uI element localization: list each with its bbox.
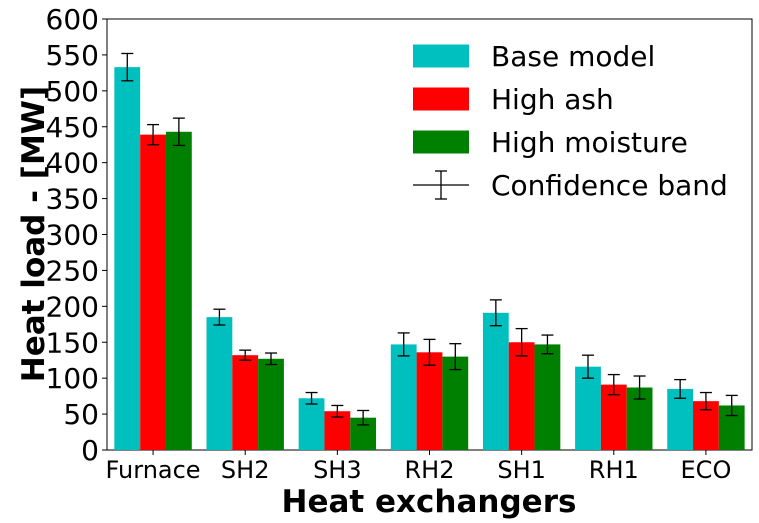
x-tick-label: Furnace xyxy=(106,456,201,484)
x-tick-label: SH3 xyxy=(313,456,362,484)
bar-sh1-high-ash xyxy=(508,342,535,450)
error-bar xyxy=(515,327,528,357)
error-bar xyxy=(172,117,185,147)
error-bar xyxy=(699,391,712,411)
error-bar xyxy=(449,343,462,371)
y-tick-label: 50 xyxy=(63,398,99,431)
x-tick-label: RH2 xyxy=(405,456,455,484)
error-bar xyxy=(581,354,594,379)
bar-rh2-high-ash xyxy=(416,352,443,450)
error-bar xyxy=(397,332,410,357)
error-bar xyxy=(147,123,160,146)
error-bar xyxy=(607,373,620,396)
error-bar xyxy=(265,352,278,366)
bar-sh2-base-model xyxy=(206,317,233,450)
legend-swatch xyxy=(413,44,469,68)
x-tick-label: ECO xyxy=(681,456,732,484)
y-tick-label: 500 xyxy=(46,75,99,108)
y-tick-label: 400 xyxy=(46,147,99,180)
error-bars-layer xyxy=(121,52,738,426)
bar-sh2-high-ash xyxy=(232,355,259,450)
bar-furnace-high-moisture xyxy=(165,131,192,451)
bar-sh3-high-ash xyxy=(324,411,351,450)
y-tick-label: 200 xyxy=(46,290,99,323)
error-bar xyxy=(633,375,646,400)
legend: Base model High ash High moisture Confidenc… xyxy=(413,40,728,202)
error-bar xyxy=(213,308,226,326)
bar-sh3-base-model xyxy=(298,398,325,450)
bar-rh2-high-moisture xyxy=(442,356,469,450)
error-bar xyxy=(541,334,554,355)
legend-label: High ash xyxy=(491,83,614,116)
legend-label: Confidence band xyxy=(491,169,728,202)
legend-swatch xyxy=(413,130,469,154)
legend-label: High moisture xyxy=(491,126,688,159)
y-tick-label: 0 xyxy=(81,434,99,467)
legend-label: Base model xyxy=(491,40,655,73)
y-tick-label: 450 xyxy=(46,111,99,144)
y-tick-label: 150 xyxy=(46,326,99,359)
error-bar xyxy=(725,394,738,417)
bar-sh2-high-moisture xyxy=(258,358,284,450)
error-bar xyxy=(674,378,687,399)
x-tick-label: RH1 xyxy=(589,456,639,484)
error-bar xyxy=(331,404,344,418)
error-bar xyxy=(121,52,134,82)
bar-sh1-high-moisture xyxy=(534,344,561,450)
bar-rh1-high-ash xyxy=(600,384,627,450)
legend-errorbar-icon xyxy=(413,170,469,200)
bar-furnace-high-ash xyxy=(140,134,166,450)
bar-sh1-base-model xyxy=(482,312,509,450)
error-bar xyxy=(357,409,370,426)
bar-furnace-base-model xyxy=(114,67,141,451)
x-tick-label: SH2 xyxy=(221,456,270,484)
bar-eco-base-model xyxy=(667,388,694,450)
y-axis-label: Heat load - [MW] xyxy=(16,86,52,382)
y-tick-label: 600 xyxy=(46,3,99,36)
error-bar xyxy=(305,391,318,405)
y-tick-label: 300 xyxy=(46,219,99,252)
bar-rh1-base-model xyxy=(575,366,601,450)
x-axis-ticks: Furnace SH2 SH3 RH2 SH1 RH1 ECO xyxy=(106,450,732,484)
legend-swatch xyxy=(413,87,469,111)
y-tick-label: 550 xyxy=(46,39,99,72)
error-bar xyxy=(423,338,436,366)
error-bar xyxy=(489,299,502,327)
x-tick-label: SH1 xyxy=(497,456,546,484)
error-bar xyxy=(239,349,252,361)
x-axis-label: Heat exchangers xyxy=(282,484,577,520)
y-tick-label: 250 xyxy=(46,254,99,287)
bar-rh2-base-model xyxy=(390,344,417,450)
y-tick-label: 100 xyxy=(46,362,99,395)
y-tick-label: 350 xyxy=(46,183,99,216)
bars-layer xyxy=(114,67,745,451)
